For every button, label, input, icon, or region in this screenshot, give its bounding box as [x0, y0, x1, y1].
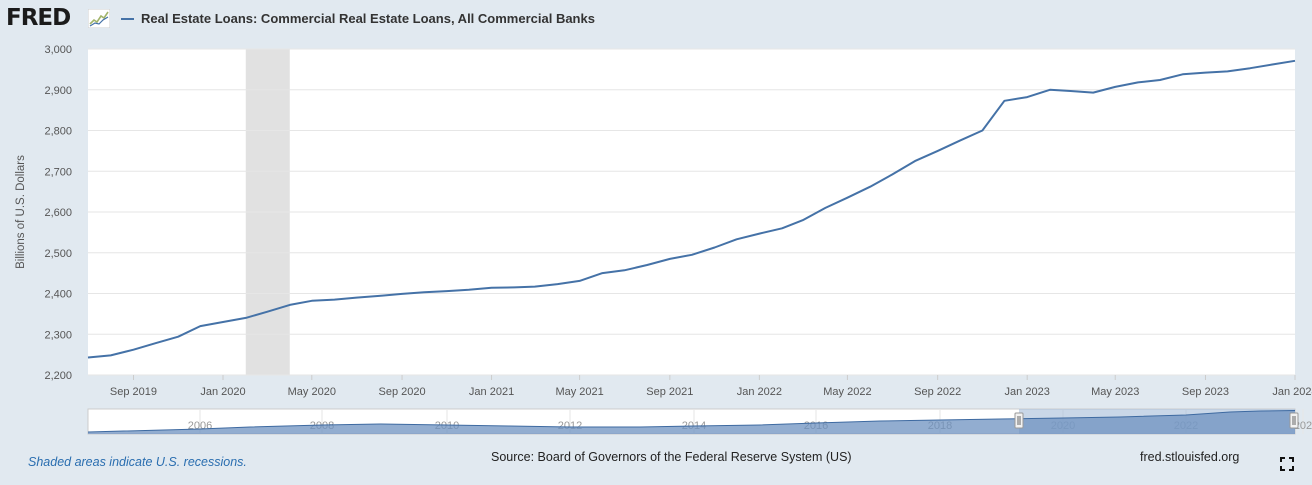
x-tick-label: Jan 2021: [469, 386, 514, 398]
x-tick-label: Jan 2022: [737, 386, 782, 398]
site-link[interactable]: fred.stlouisfed.org: [1140, 450, 1240, 464]
y-tick-label: 2,800: [44, 126, 72, 138]
x-tick-label: Sep 2022: [914, 386, 961, 398]
x-tick-label: Sep 2019: [110, 386, 157, 398]
y-tick-label: 2,300: [44, 329, 72, 341]
x-tick-label: Sep 2020: [378, 386, 425, 398]
y-tick-label: 2,400: [44, 289, 72, 301]
legend-series-line: [121, 18, 134, 20]
fullscreen-icon[interactable]: [1280, 457, 1294, 471]
y-tick-label: 2,900: [44, 85, 72, 97]
navigator-right-handle[interactable]: [1289, 412, 1299, 429]
chart-header: FRED Real Estate Loans: Commercial Real …: [0, 0, 1312, 40]
navigator-left-handle[interactable]: [1014, 412, 1024, 429]
navigator-area: [88, 410, 1295, 434]
y-tick-label: 2,600: [44, 207, 72, 219]
recession-note: Shaded areas indicate U.S. recessions.: [28, 455, 247, 469]
x-tick-label: May 2020: [288, 386, 336, 398]
x-tick-label: Jan 2020: [200, 386, 245, 398]
chart-title: Real Estate Loans: Commercial Real Estat…: [141, 11, 595, 26]
y-tick-label: 3,000: [44, 44, 72, 56]
y-tick-label: 2,500: [44, 248, 72, 260]
fred-logo[interactable]: FRED: [6, 5, 71, 31]
x-tick-label: May 2023: [1091, 386, 1139, 398]
source-text: Source: Board of Governors of the Federa…: [491, 450, 852, 464]
y-tick-label: 2,700: [44, 166, 72, 178]
x-tick-label: Jan 2024: [1272, 386, 1312, 398]
x-tick-label: May 2021: [555, 386, 603, 398]
x-tick-label: May 2022: [823, 386, 871, 398]
y-axis-label: Billions of U.S. Dollars: [15, 155, 27, 269]
chart-area: 2,200 2,300 2,400 2,500 2,600 2,700 2,800 2,900…: [15, 44, 1312, 435]
y-tick-label: 2,200: [44, 370, 72, 382]
x-tick-label: Sep 2021: [646, 386, 693, 398]
navigator-line: [87, 410, 1296, 433]
x-tick-label: Jan 2023: [1005, 386, 1050, 398]
x-tick-label: Sep 2023: [1182, 386, 1229, 398]
